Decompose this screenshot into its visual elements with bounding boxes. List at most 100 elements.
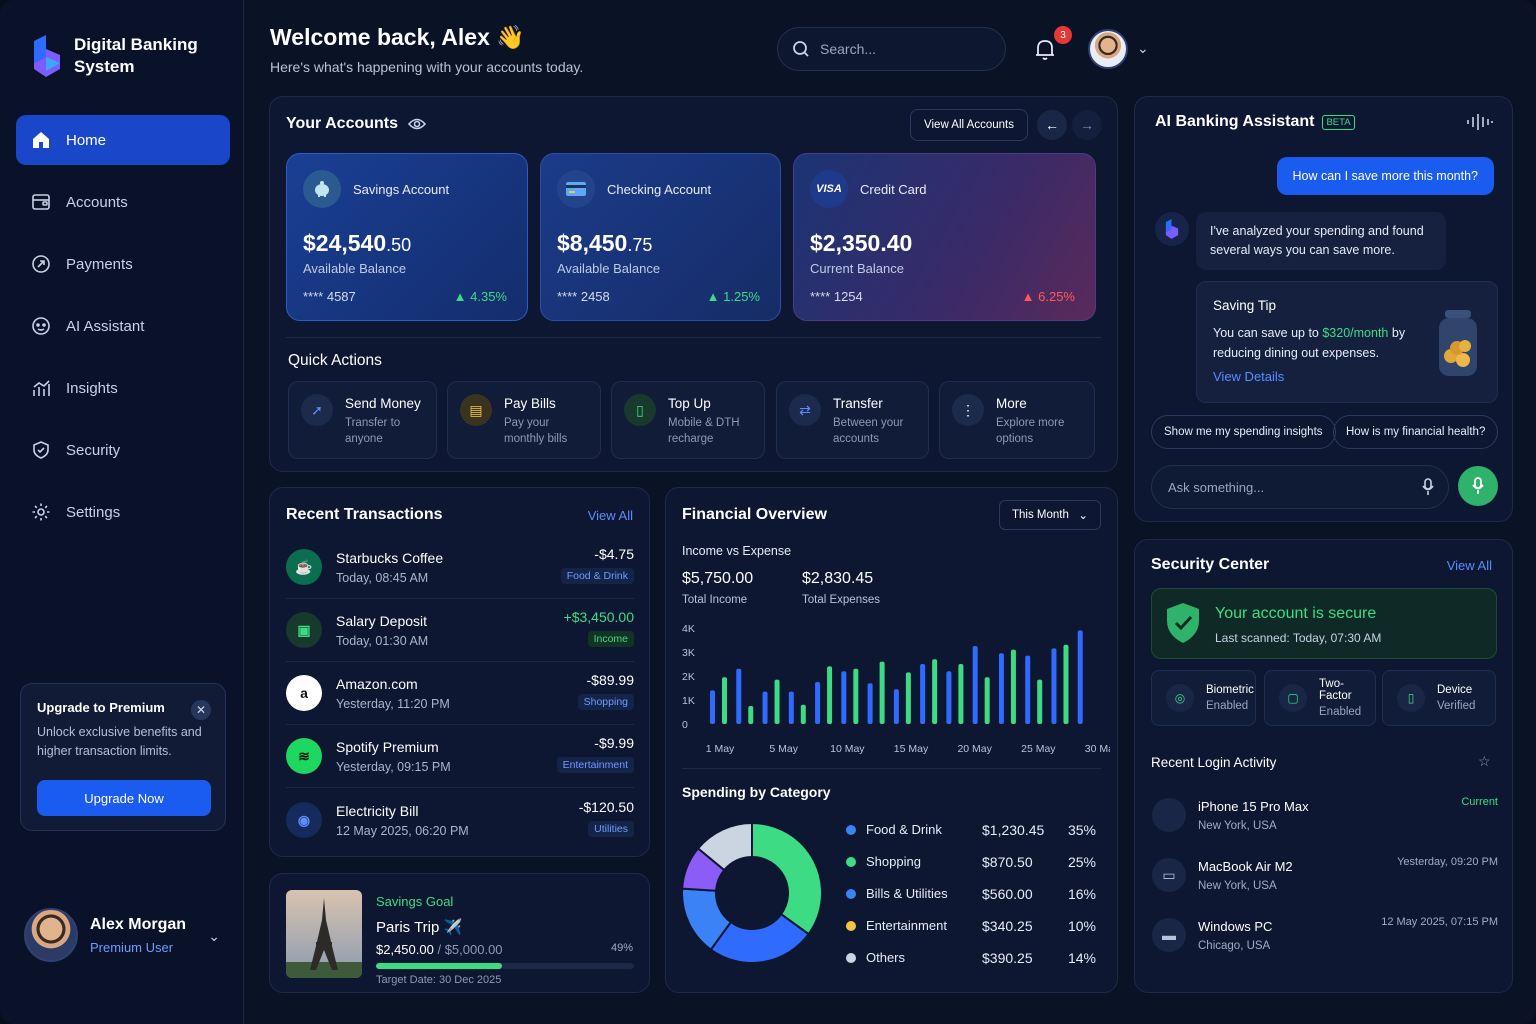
legend-percent: 14% [1067, 949, 1096, 966]
insights-icon [30, 377, 52, 399]
app-name: Digital Banking System [74, 35, 198, 76]
user-message: How can I save more this month? [1276, 157, 1494, 195]
login-row[interactable]: iPhone 15 Pro Max New York, USA Current [1152, 792, 1498, 838]
view-all-accounts-button[interactable]: View All Accounts [910, 109, 1028, 141]
bar-expense [722, 677, 727, 724]
suggestion-chip[interactable]: How is my financial health? [1333, 415, 1499, 449]
pin-icon[interactable]: ☆ [1478, 753, 1491, 769]
apple-icon [1152, 798, 1186, 832]
secure-status-text: Your account is secure [1215, 605, 1377, 622]
quick-action-send-money[interactable]: ➚ Send Money Transfer to anyone [288, 381, 437, 459]
table-row[interactable]: ☕ Starbucks Coffee Today, 08:45 AM -$4.75… [286, 540, 634, 594]
savings-account-card[interactable]: Savings Account $24,540.50 Available Bal… [286, 153, 528, 321]
chevron-down-icon[interactable]: ⌄ [208, 928, 220, 944]
sidebar-item-security[interactable]: Security [16, 425, 230, 475]
user-role: Premium User [90, 939, 174, 955]
security-feature-device[interactable]: ▯ Device Verified [1382, 670, 1496, 726]
sidebar-item-insights[interactable]: Insights [16, 363, 230, 413]
arrow-right-icon[interactable]: → [1072, 110, 1102, 140]
sidebar-item-payments[interactable]: Payments [16, 239, 230, 289]
sidebar-item-home[interactable]: Home [16, 115, 230, 165]
sidebar-item-accounts[interactable]: Accounts [16, 177, 230, 227]
legend-dot [846, 952, 856, 963]
legend-amount: $560.00 [982, 885, 1033, 902]
close-icon[interactable]: ✕ [191, 700, 211, 720]
quick-action-transfer[interactable]: ⇄ Transfer Between your accounts [776, 381, 929, 459]
arrow-left-icon[interactable]: ← [1037, 110, 1067, 140]
tx-time: Yesterday, 11:20 PM [336, 696, 450, 711]
legend-label: Food & Drink [866, 822, 942, 837]
quick-action-top-up[interactable]: ▯ Top Up Mobile & DTH recharge [611, 381, 765, 459]
bar-income [946, 671, 952, 724]
voice-wave-icon[interactable] [1466, 113, 1494, 131]
suggestion-chip[interactable]: Show me my spending insights [1151, 415, 1336, 449]
savings-progress-fill [376, 963, 503, 969]
chevron-down-icon[interactable]: ⌄ [1137, 40, 1149, 56]
bar-income [788, 691, 794, 724]
mic-icon[interactable] [1422, 478, 1434, 496]
table-row[interactable]: ▣ Salary Deposit Today, 01:30 AM +$3,450.… [286, 603, 634, 657]
login-row[interactable]: ▬ Windows PC Chicago, USA 12 May 2025, 07… [1152, 912, 1498, 958]
app-logo[interactable]: Digital Banking System [30, 34, 214, 78]
lock-icon: ▢ [1279, 684, 1307, 712]
checking-account-card[interactable]: Checking Account $8,450.75 Available Bal… [540, 153, 781, 321]
period-select-value: This Month [1012, 509, 1069, 521]
legend-dot [846, 856, 856, 867]
mic-icon [1472, 477, 1484, 494]
upgrade-button[interactable]: Upgrade Now [37, 780, 211, 816]
login-row[interactable]: ▭ MacBook Air M2 New York, USA Yesterday,… [1152, 852, 1498, 898]
total-income-label: Total Income [682, 594, 748, 606]
bar-income [867, 683, 873, 724]
voice-button[interactable] [1458, 466, 1498, 506]
tip-prefix: You can save up to [1213, 326, 1323, 340]
legend-amount: $870.50 [982, 853, 1033, 870]
header-avatar[interactable] [1088, 29, 1128, 69]
table-row[interactable]: ≋ Spotify Premium Yesterday, 09:15 PM -$9… [286, 729, 634, 783]
bar-income [710, 690, 715, 724]
sidebar-item-ai-assistant[interactable]: AI Assistant [16, 301, 230, 351]
spotify-logo-icon: ≋ [286, 738, 322, 774]
sidebar-item-settings[interactable]: Settings [16, 487, 230, 537]
monitor-icon: ▬ [1152, 918, 1186, 952]
tip-amount: $320/month [1322, 326, 1389, 340]
user-profile[interactable]: Alex Morgan Premium User ⌄ [24, 908, 224, 962]
view-all-security-link[interactable]: View All [1446, 558, 1492, 573]
sidebar-item-label: Insights [66, 379, 118, 397]
premium-description: Unlock exclusive benefits and higher tra… [37, 725, 202, 758]
eye-icon[interactable] [408, 117, 427, 131]
total-income: $5,750.00 [682, 570, 754, 587]
account-balance: $24,540 [303, 230, 387, 256]
bar-income [893, 689, 899, 724]
x-tick-label: 1 May [706, 743, 735, 755]
credit-card-card[interactable]: VISA Credit Card $2,350.40 Current Balan… [793, 153, 1096, 321]
account-number: **** 2458 [557, 289, 610, 304]
account-change: ▲ 4.35% [453, 289, 507, 304]
savings-goal-panel[interactable]: Savings Goal Paris Trip ✈️ $2,450.00 / $… [269, 873, 650, 993]
quick-action-pay-bills[interactable]: ▤ Pay Bills Pay your monthly bills [447, 381, 601, 459]
fingerprint-icon: ◎ [1166, 684, 1194, 712]
bell-icon[interactable] [1032, 36, 1058, 62]
security-feature-biometric[interactable]: ◎ Biometric Enabled [1151, 670, 1256, 726]
security-feature-two-factor[interactable]: ▢ Two-Factor Enabled [1264, 670, 1376, 726]
legend-percent: 10% [1067, 917, 1096, 934]
ask-input[interactable]: Ask something... [1151, 465, 1449, 509]
table-row[interactable]: a Amazon.com Yesterday, 11:20 PM -$89.99 S… [286, 666, 634, 720]
savings-goal-title: Paris Trip ✈️ [376, 919, 463, 936]
quick-actions-title: Quick Actions [288, 352, 382, 369]
quick-action-title: More [996, 396, 1027, 411]
sidebar-item-label: AI Assistant [66, 317, 145, 335]
bar-expense [879, 661, 885, 724]
spending-donut-chart [682, 821, 823, 964]
search-input[interactable]: Search... [777, 27, 1006, 71]
legend-label: Entertainment [866, 918, 947, 933]
view-details-link[interactable]: View Details [1213, 369, 1285, 384]
quick-action-title: Transfer [833, 396, 883, 411]
tx-category: Income [587, 631, 634, 647]
period-select[interactable]: This Month ⌄ [999, 500, 1101, 530]
bar-expense [905, 672, 911, 724]
view-all-transactions-link[interactable]: View All [587, 508, 633, 523]
table-row[interactable]: ◉ Electricity Bill 12 May 2025, 06:20 PM … [286, 793, 634, 847]
sidebar: Digital Banking System Home Accounts Pay… [0, 0, 244, 1024]
quick-action-more[interactable]: ⋮ More Explore more options [939, 381, 1095, 459]
page-title: Welcome back, Alex 👋 [270, 24, 525, 50]
